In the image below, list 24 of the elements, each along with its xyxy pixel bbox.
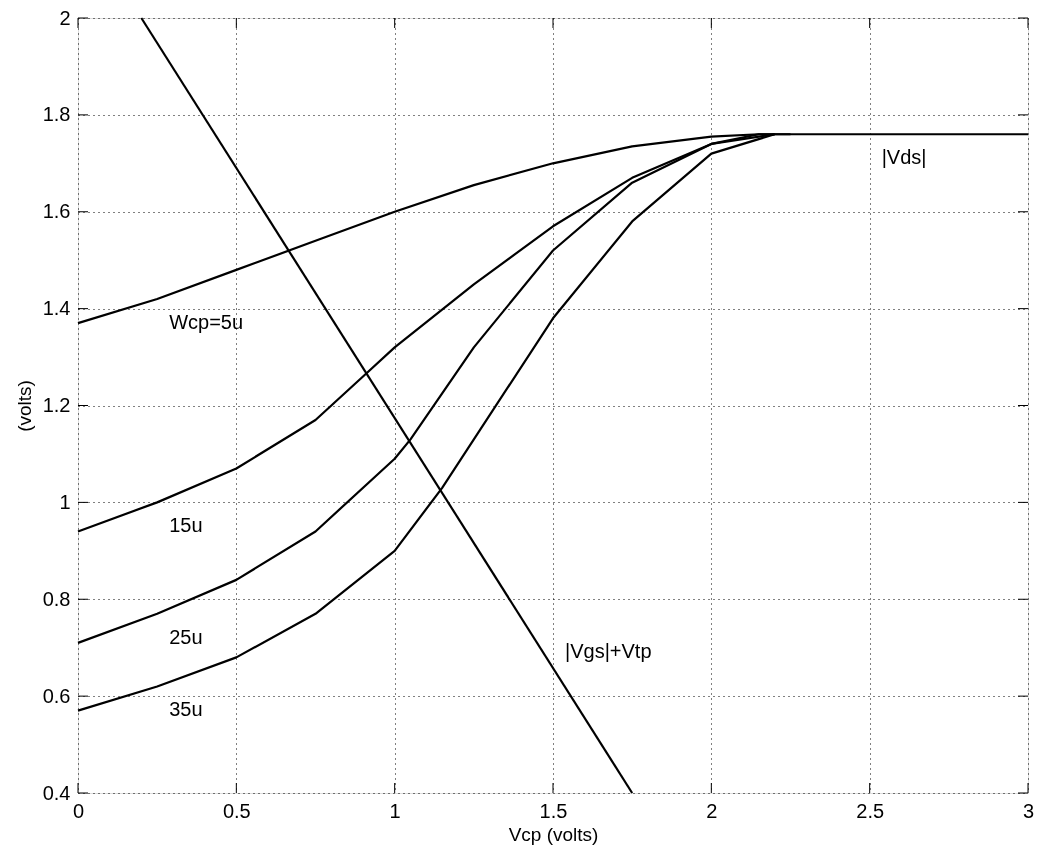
y-axis-title: (volts): [13, 380, 35, 432]
x-tick-label: 0.5: [222, 799, 251, 822]
x-tick-label: 1.5: [539, 799, 568, 822]
annotation: 15u: [169, 514, 203, 537]
x-tick-label: 3: [1022, 799, 1035, 822]
y-tick-label: 1.8: [42, 103, 71, 126]
x-axis-title: Vcp (volts): [508, 823, 599, 845]
annotation: |Vgs|+Vtp: [565, 640, 652, 663]
y-tick-label: 1: [59, 490, 71, 513]
y-tick-label: 1.6: [42, 200, 71, 223]
x-tick-label: 2: [706, 799, 718, 822]
y-tick-label: 0.6: [42, 684, 71, 707]
annotation: 25u: [169, 625, 203, 648]
x-tick-label: 2.5: [856, 799, 885, 822]
annotation: Wcp=5u: [169, 310, 244, 333]
y-tick-label: 0.8: [42, 587, 71, 610]
y-tick-label: 0.4: [42, 781, 71, 804]
y-tick-label: 2: [59, 6, 71, 29]
annotation: 35u: [169, 698, 203, 721]
x-tick-label: 0: [72, 799, 85, 822]
x-tick-label: 1: [389, 799, 401, 822]
y-tick-label: 1.2: [42, 394, 71, 416]
y-tick-label: 1.4: [42, 297, 71, 320]
annotation: |Vds|: [881, 146, 927, 169]
